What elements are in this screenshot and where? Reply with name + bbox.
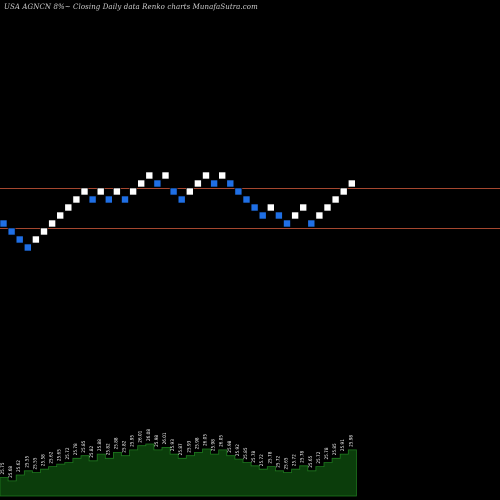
volume-label: 25.58 <box>41 454 46 466</box>
volume-label: 25.93 <box>186 440 191 452</box>
down-brick <box>210 179 218 188</box>
up-brick <box>218 171 226 180</box>
volume-label: 25.72 <box>275 455 280 467</box>
down-brick <box>250 203 259 212</box>
up-brick <box>48 219 56 228</box>
volume-label: 26.05 <box>203 434 208 446</box>
down-brick <box>7 227 16 236</box>
volume-label: 25.95 <box>130 435 135 447</box>
volume-label: 25.68 <box>8 466 13 478</box>
down-brick <box>88 195 97 204</box>
renko-bricks <box>0 171 356 252</box>
volume-label: 26.08 <box>146 429 151 441</box>
up-brick <box>80 187 89 196</box>
down-brick <box>177 195 186 204</box>
down-brick <box>307 219 316 228</box>
down-brick <box>0 219 8 228</box>
volume-label: 25.82 <box>89 445 94 457</box>
down-brick <box>121 195 129 204</box>
down-brick <box>15 235 24 244</box>
down-brick <box>283 219 291 228</box>
volume-area-path <box>0 443 357 497</box>
up-brick <box>315 211 324 220</box>
volume-label: 25.85 <box>243 447 248 459</box>
volume-label: 25.75 <box>0 462 5 474</box>
down-brick <box>153 179 162 188</box>
volume-label: 25.55 <box>24 455 29 467</box>
volume-label: 25.62 <box>16 460 21 472</box>
up-brick <box>339 187 348 196</box>
volume-label: 25.88 <box>113 437 118 449</box>
volume-labels: 25.75 25.68 25.62 25.55 25.55 25.58 25.62 25.65… <box>0 429 353 478</box>
volume-label: 25.65 <box>308 455 313 467</box>
volume-label: 25.93 <box>170 439 175 451</box>
volume-label: 26.01 <box>162 432 167 444</box>
volume-label: 25.72 <box>292 454 297 466</box>
up-brick <box>347 179 356 188</box>
volume-label: 25.78 <box>267 451 272 463</box>
volume-label: 25.87 <box>178 443 183 455</box>
volume-label: 25.92 <box>235 444 240 456</box>
down-brick <box>242 195 251 204</box>
volume-label: 25.65 <box>57 449 62 461</box>
volume-area <box>0 443 357 497</box>
down-brick <box>258 211 267 220</box>
volume-label: 25.91 <box>340 439 345 451</box>
volume-label: 25.82 <box>122 440 127 452</box>
volume-label: 25.72 <box>316 451 321 463</box>
volume-label: 25.65 <box>284 457 289 469</box>
down-brick <box>23 243 32 252</box>
volume-label: 25.88 <box>97 439 102 451</box>
level-lines <box>0 188 500 229</box>
volume-label: 25.98 <box>211 439 216 451</box>
up-brick <box>266 203 275 212</box>
up-brick <box>186 187 194 196</box>
volume-label: 25.82 <box>105 443 110 455</box>
volume-label: 25.78 <box>251 450 256 462</box>
chart-title: USA AGNCN 8%~ Closing Daily data Renko c… <box>4 3 258 11</box>
volume-label: 25.78 <box>73 443 78 455</box>
up-brick <box>129 187 137 196</box>
volume-label: 25.62 <box>49 451 54 463</box>
up-brick <box>299 203 308 212</box>
volume-label: 25.85 <box>332 443 337 455</box>
volume-label: 25.98 <box>194 437 199 449</box>
volume-label: 25.72 <box>259 454 264 466</box>
up-brick <box>40 227 48 236</box>
down-brick <box>275 211 283 220</box>
up-brick <box>145 171 154 180</box>
up-brick <box>194 179 202 188</box>
volume-label: 25.98 <box>154 435 159 447</box>
up-brick <box>64 203 73 212</box>
up-brick <box>161 171 170 180</box>
up-brick <box>113 187 121 196</box>
volume-label: 25.98 <box>348 435 353 447</box>
up-brick <box>72 195 81 204</box>
up-brick <box>331 195 340 204</box>
volume-label: 25.98 <box>227 440 232 452</box>
down-brick <box>226 179 235 188</box>
up-brick <box>96 187 105 196</box>
up-brick <box>323 203 332 212</box>
down-brick <box>105 195 113 204</box>
up-brick <box>56 211 65 220</box>
up-brick <box>32 235 40 244</box>
volume-label: 25.78 <box>300 450 305 462</box>
down-brick <box>169 187 178 196</box>
up-brick <box>291 211 299 220</box>
volume-label: 25.55 <box>32 457 37 469</box>
up-brick <box>202 171 210 180</box>
volume-label: 25.72 <box>65 447 70 459</box>
volume-label: 25.85 <box>81 440 86 452</box>
up-brick <box>137 179 145 188</box>
volume-label: 26.01 <box>138 430 143 442</box>
volume-label: 26.05 <box>219 435 224 447</box>
down-brick <box>234 187 243 196</box>
volume-label: 25.78 <box>324 447 329 459</box>
